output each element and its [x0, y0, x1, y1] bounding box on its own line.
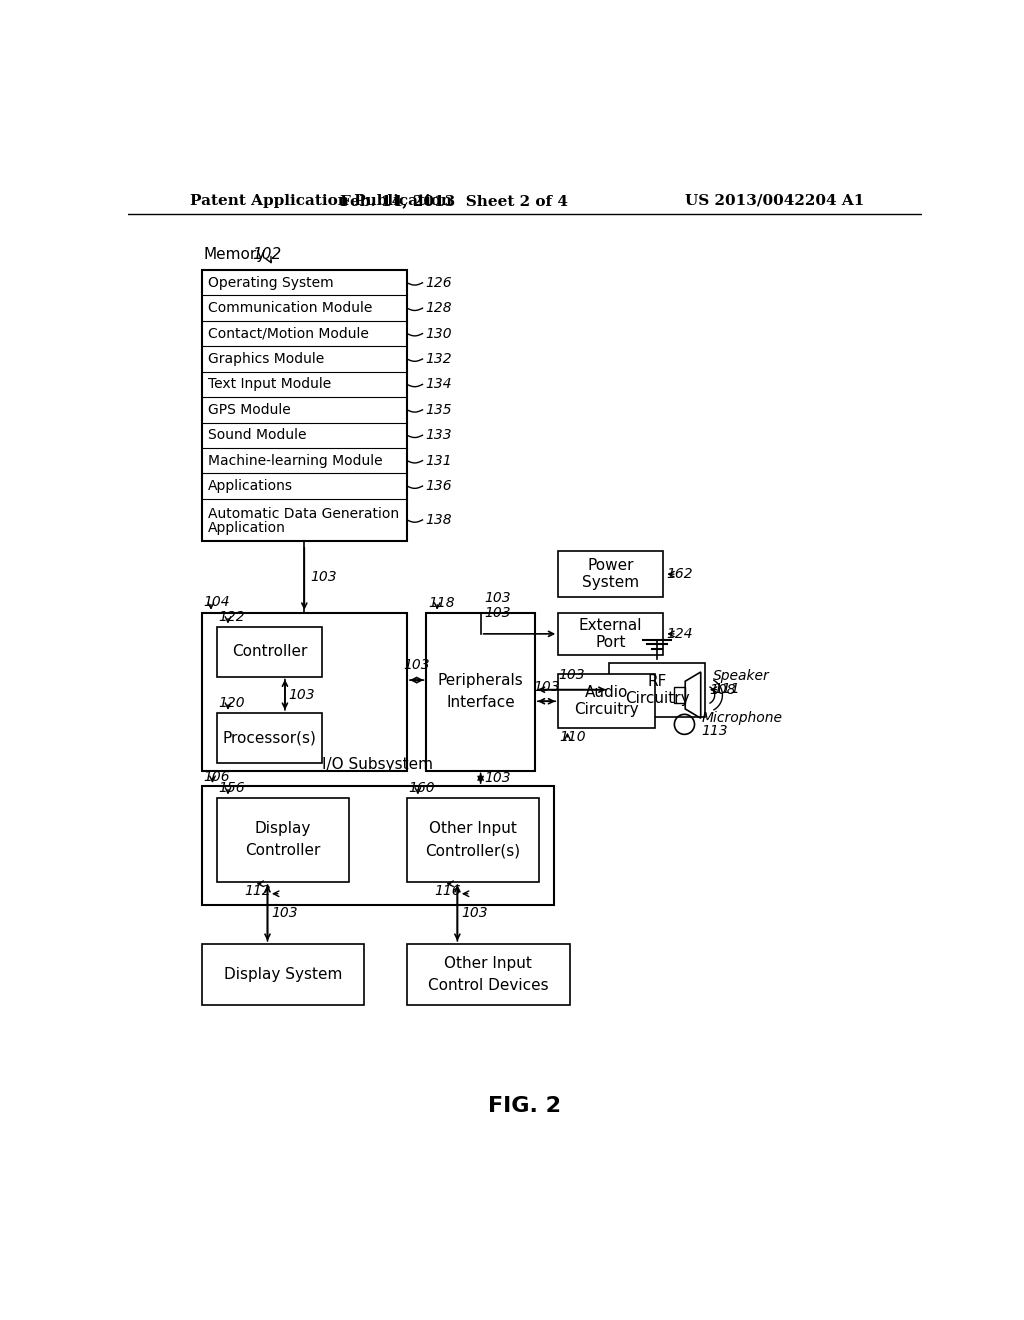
- Text: Speaker: Speaker: [713, 669, 770, 682]
- Text: 134: 134: [426, 378, 453, 392]
- Text: Peripherals
Interface: Peripherals Interface: [437, 673, 523, 710]
- Text: Processor(s): Processor(s): [222, 730, 316, 746]
- Text: Communication Module: Communication Module: [208, 301, 372, 315]
- Bar: [217, 627, 322, 677]
- Bar: [202, 785, 554, 906]
- Text: 103: 103: [271, 906, 298, 920]
- Text: 116: 116: [434, 884, 461, 898]
- Text: Display
Controller: Display Controller: [246, 821, 321, 858]
- Text: 136: 136: [426, 479, 453, 494]
- Text: Operating System: Operating System: [208, 276, 334, 290]
- Text: 102: 102: [252, 247, 282, 263]
- Bar: [407, 797, 539, 882]
- Text: Text Input Module: Text Input Module: [208, 378, 331, 392]
- Text: FIG. 2: FIG. 2: [488, 1096, 561, 1115]
- Bar: [217, 713, 322, 763]
- Text: 103: 103: [534, 680, 560, 693]
- Text: Sound Module: Sound Module: [208, 428, 306, 442]
- Text: Machine-learning Module: Machine-learning Module: [208, 454, 382, 467]
- Text: 120: 120: [219, 697, 246, 710]
- Text: Feb. 14, 2013  Sheet 2 of 4: Feb. 14, 2013 Sheet 2 of 4: [340, 194, 567, 207]
- Bar: [202, 944, 365, 1006]
- Text: Memory: Memory: [203, 247, 265, 263]
- Text: Contact/Motion Module: Contact/Motion Module: [208, 326, 369, 341]
- Bar: [558, 612, 663, 655]
- Text: 133: 133: [426, 428, 453, 442]
- Text: 103: 103: [403, 659, 430, 672]
- Text: Application: Application: [208, 520, 286, 535]
- Text: Patent Application Publication: Patent Application Publication: [190, 194, 452, 207]
- Text: Audio
Circuitry: Audio Circuitry: [574, 685, 639, 718]
- Text: 104: 104: [203, 595, 229, 609]
- Text: RF
Circuitry: RF Circuitry: [625, 673, 689, 706]
- Text: 132: 132: [426, 352, 453, 366]
- Text: 111: 111: [713, 682, 739, 696]
- Bar: [217, 797, 349, 882]
- Text: External
Port: External Port: [579, 618, 642, 649]
- Text: 130: 130: [426, 326, 453, 341]
- Text: 106: 106: [203, 770, 229, 784]
- Text: 138: 138: [426, 513, 453, 527]
- Text: 128: 128: [426, 301, 453, 315]
- Text: 103: 103: [288, 688, 314, 702]
- Text: 118: 118: [428, 597, 455, 610]
- Text: 112: 112: [245, 884, 271, 898]
- Text: Automatic Data Generation: Automatic Data Generation: [208, 507, 399, 521]
- Bar: [202, 271, 407, 541]
- Text: Other Input
Control Devices: Other Input Control Devices: [428, 956, 549, 993]
- Text: Other Input
Controller(s): Other Input Controller(s): [425, 821, 520, 858]
- Text: Display System: Display System: [224, 968, 342, 982]
- Text: Microphone: Microphone: [701, 711, 782, 725]
- Bar: [608, 663, 706, 717]
- Bar: [426, 612, 535, 771]
- Bar: [407, 944, 569, 1006]
- Text: Graphics Module: Graphics Module: [208, 352, 324, 366]
- Text: 162: 162: [667, 568, 693, 581]
- Text: 156: 156: [219, 781, 246, 795]
- Text: 135: 135: [426, 403, 453, 417]
- Text: GPS Module: GPS Module: [208, 403, 291, 417]
- Text: US 2013/0042204 A1: US 2013/0042204 A1: [685, 194, 864, 207]
- Text: Power
System: Power System: [582, 558, 639, 590]
- Text: 126: 126: [426, 276, 453, 290]
- Text: 160: 160: [409, 781, 435, 795]
- Text: 113: 113: [701, 723, 728, 738]
- Text: 103: 103: [484, 591, 511, 605]
- Text: 124: 124: [667, 627, 693, 642]
- Text: 103: 103: [558, 668, 585, 682]
- Text: I/O Subsystem: I/O Subsystem: [323, 758, 433, 772]
- Text: 103: 103: [461, 906, 487, 920]
- Text: 108: 108: [710, 682, 736, 697]
- Bar: [558, 675, 655, 729]
- Text: 103: 103: [484, 771, 511, 785]
- Bar: [202, 612, 407, 771]
- Text: 110: 110: [560, 730, 587, 744]
- Bar: [558, 552, 663, 597]
- Text: 103: 103: [310, 570, 337, 583]
- Text: 103: 103: [484, 606, 511, 619]
- Text: Applications: Applications: [208, 479, 293, 494]
- Bar: [675, 688, 685, 702]
- Text: Controller: Controller: [231, 644, 307, 659]
- Text: 122: 122: [219, 610, 246, 624]
- Text: 131: 131: [426, 454, 453, 467]
